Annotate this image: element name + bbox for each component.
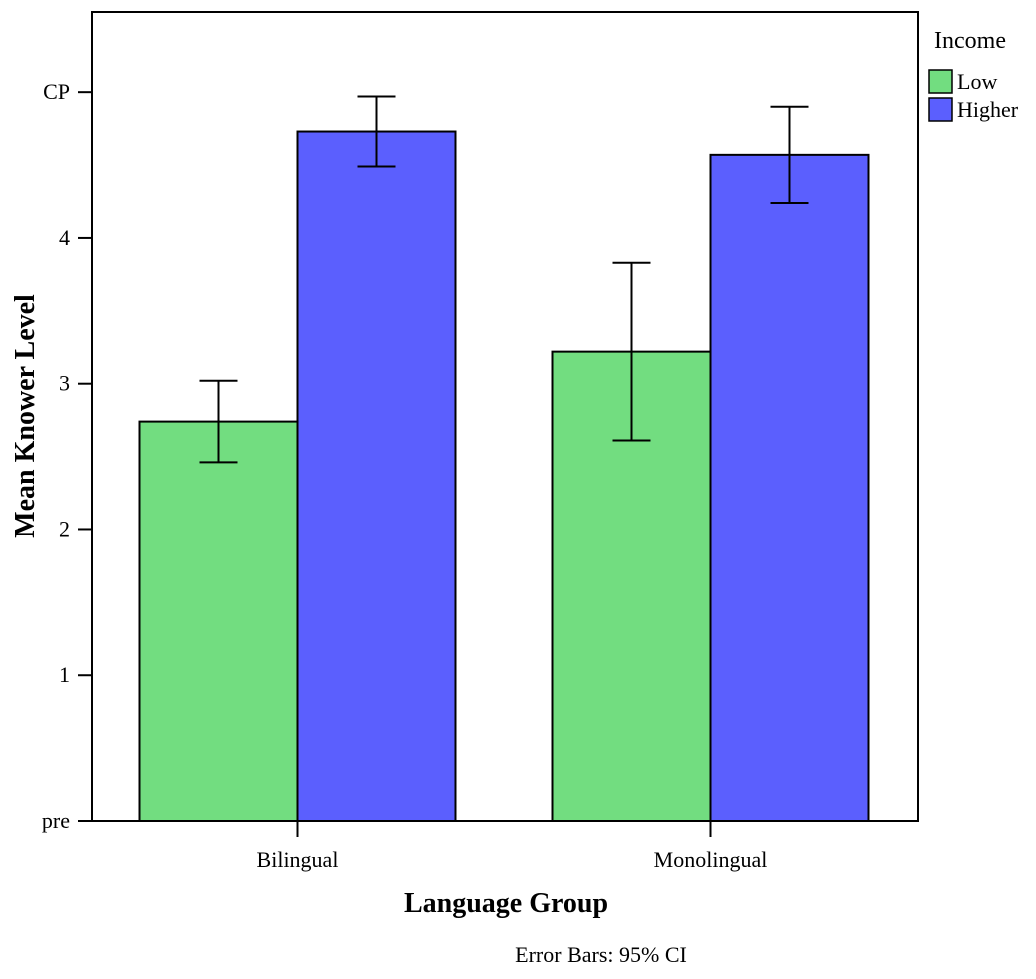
- error-bars-group: [199, 95, 809, 464]
- legend-swatch-low: [928, 69, 953, 94]
- y-axis-title: Mean Knower Level: [10, 294, 41, 538]
- x-axis: Bilingual Monolingual: [257, 821, 768, 872]
- x-tick-label: Bilingual: [257, 847, 339, 872]
- error-bars-note: Error Bars: 95% CI: [515, 942, 687, 967]
- x-tick-label: Monolingual: [654, 847, 768, 872]
- y-tick-label: 4: [59, 225, 70, 250]
- y-axis: pre 1 2 3 4 CP: [42, 79, 92, 833]
- legend: Income Low Higher: [928, 28, 1019, 122]
- y-tick-label: CP: [43, 79, 70, 104]
- y-tick-label: 1: [59, 662, 70, 687]
- bar-low-bilingual: [138, 420, 299, 822]
- legend-swatch-higher: [928, 97, 953, 122]
- y-tick-label: 2: [59, 516, 70, 541]
- bar-higher-monolingual: [709, 153, 870, 822]
- legend-title: Income: [934, 28, 1006, 54]
- legend-label-higher: Higher: [957, 97, 1019, 122]
- x-axis-title: Language Group: [404, 888, 608, 919]
- legend-label-low: Low: [957, 69, 997, 94]
- y-tick-label: pre: [42, 808, 70, 833]
- legend-items: Low Higher: [928, 69, 1019, 122]
- y-tick-label: 3: [59, 371, 70, 396]
- bar-higher-bilingual: [296, 130, 457, 822]
